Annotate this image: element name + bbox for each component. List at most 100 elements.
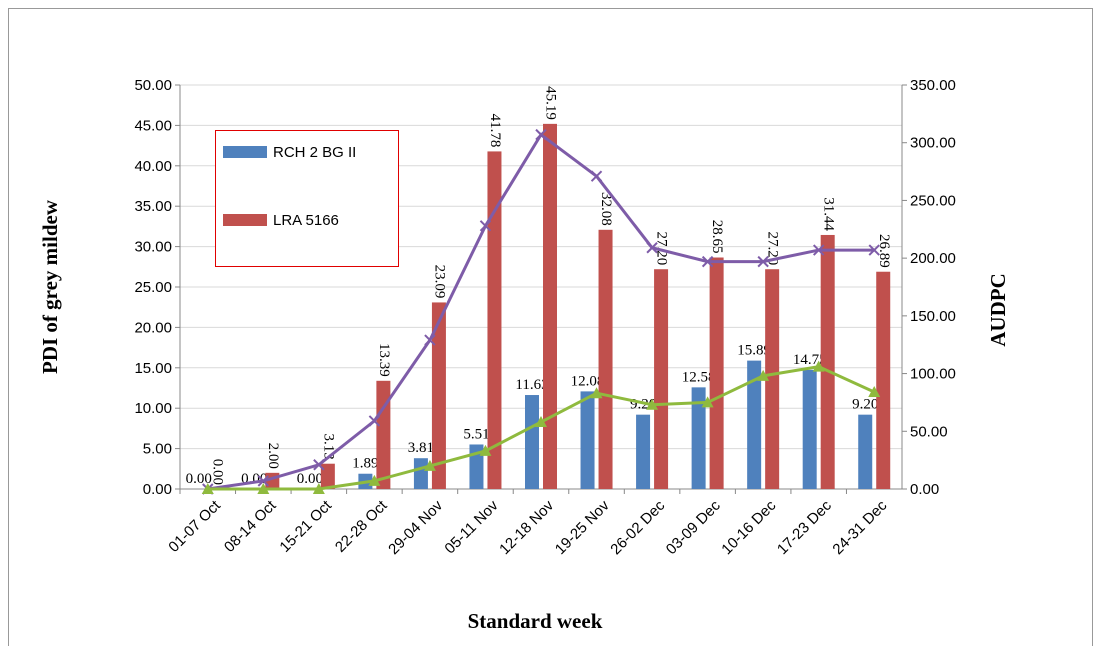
marker xyxy=(312,483,325,494)
x-tick-label: 01-07 Oct xyxy=(165,497,224,556)
y2-tick-label: 200.00 xyxy=(910,250,956,267)
data-label: 27.20 xyxy=(765,231,781,265)
marker xyxy=(257,483,270,494)
legend-label: LRA 5166 xyxy=(273,212,339,229)
y2-tick-label: 300.00 xyxy=(910,135,956,152)
data-label: 2.00 xyxy=(265,443,281,469)
data-label: 0.00 xyxy=(186,471,212,487)
marker xyxy=(313,459,325,471)
marker xyxy=(868,386,881,398)
bar xyxy=(765,269,780,489)
data-label: 45.19 xyxy=(543,86,559,120)
x-tick-label: 22-28 Oct xyxy=(332,497,391,556)
bar xyxy=(431,302,446,489)
marker xyxy=(479,444,492,456)
marker xyxy=(701,396,714,408)
marker xyxy=(368,415,381,427)
data-label: 31.44 xyxy=(820,197,836,231)
legend-swatch xyxy=(223,146,267,158)
data-label: 28.65 xyxy=(709,220,725,254)
marker xyxy=(757,255,769,268)
data-label: 27.20 xyxy=(654,231,670,265)
data-label: 5.51 xyxy=(463,426,489,442)
data-label: 3.81 xyxy=(408,440,434,456)
marker xyxy=(201,483,214,494)
x-tick-label: 15-21 Oct xyxy=(276,497,335,556)
y2-tick-label: 150.00 xyxy=(910,308,956,325)
marker xyxy=(368,474,381,486)
data-label: 15.89 xyxy=(737,343,771,359)
marker xyxy=(701,255,714,268)
data-label: 13.39 xyxy=(376,343,392,377)
data-label: 9.20 xyxy=(852,397,878,413)
legend-swatch xyxy=(223,214,267,226)
bar xyxy=(709,257,724,489)
x-tick-label: 08-14 Oct xyxy=(221,497,280,556)
x-tick-label: 05-11 Nov xyxy=(441,497,502,558)
x-tick-label: 26-02 Dec xyxy=(607,497,668,558)
marker xyxy=(479,220,492,232)
marker xyxy=(590,387,603,399)
y2-tick-label: 50.00 xyxy=(910,423,948,440)
data-label: 32.08 xyxy=(598,192,614,226)
data-label: 12.58 xyxy=(682,369,716,385)
y2-tick-label: 100.00 xyxy=(910,366,956,383)
bar xyxy=(802,369,817,489)
bar xyxy=(598,229,613,490)
y-tick-label: 40.00 xyxy=(134,158,172,175)
bar xyxy=(543,123,557,489)
x-tick-label: 29-04 Nov xyxy=(385,497,446,558)
y2-axis-title: AUDPC xyxy=(986,273,1010,347)
marker xyxy=(757,369,770,381)
y-tick-label: 5.00 xyxy=(143,441,172,458)
data-label: 11.63 xyxy=(515,377,548,393)
bar xyxy=(636,414,651,489)
bar xyxy=(747,360,762,489)
data-label: 0.00 xyxy=(297,471,323,487)
y2-tick-label: 350.00 xyxy=(910,77,956,94)
y-axis-title: PDI of grey mildew xyxy=(38,199,62,374)
marker xyxy=(535,128,547,141)
marker xyxy=(646,398,659,410)
x-axis-title: Standard week xyxy=(468,609,603,633)
data-label: 41.78 xyxy=(487,114,503,148)
data-label: 23.09 xyxy=(431,265,447,299)
marker xyxy=(535,416,547,428)
chart-border xyxy=(8,8,1093,646)
marker xyxy=(812,244,825,256)
y-tick-label: 35.00 xyxy=(134,198,172,215)
marker xyxy=(257,475,270,487)
y-tick-label: 0.00 xyxy=(143,481,172,498)
bar xyxy=(376,380,391,489)
data-label: 0.00 xyxy=(209,459,225,485)
y2-tick-label: 0.00 xyxy=(910,481,939,498)
data-label: 26.89 xyxy=(876,234,892,268)
x-tick-label: 10-16 Dec xyxy=(718,497,779,558)
y-tick-label: 30.00 xyxy=(134,239,172,256)
marker xyxy=(812,360,825,372)
bar xyxy=(580,391,595,489)
legend-label: RCH 2 BG II xyxy=(273,144,356,161)
bar xyxy=(858,414,873,489)
x-tick-label: 19-25 Nov xyxy=(552,497,613,558)
marker xyxy=(424,334,436,346)
y-tick-label: 15.00 xyxy=(134,360,172,377)
x-tick-label: 03-09 Dec xyxy=(663,497,724,558)
marker xyxy=(590,170,603,182)
bar xyxy=(820,234,835,489)
data-label: 1.89 xyxy=(352,456,378,472)
y2-tick-label: 250.00 xyxy=(910,192,956,209)
x-tick-label: 24-31 Dec xyxy=(829,497,890,558)
bar xyxy=(654,269,669,489)
marker xyxy=(868,244,880,256)
y-tick-label: 45.00 xyxy=(134,117,172,134)
bar xyxy=(691,387,706,489)
marker xyxy=(423,459,436,471)
y-tick-label: 20.00 xyxy=(134,319,172,336)
bar xyxy=(876,271,891,489)
marker xyxy=(646,242,658,254)
y-tick-label: 25.00 xyxy=(134,279,172,296)
x-tick-label: 17-23 Dec xyxy=(774,497,835,558)
y-tick-label: 10.00 xyxy=(134,400,172,417)
